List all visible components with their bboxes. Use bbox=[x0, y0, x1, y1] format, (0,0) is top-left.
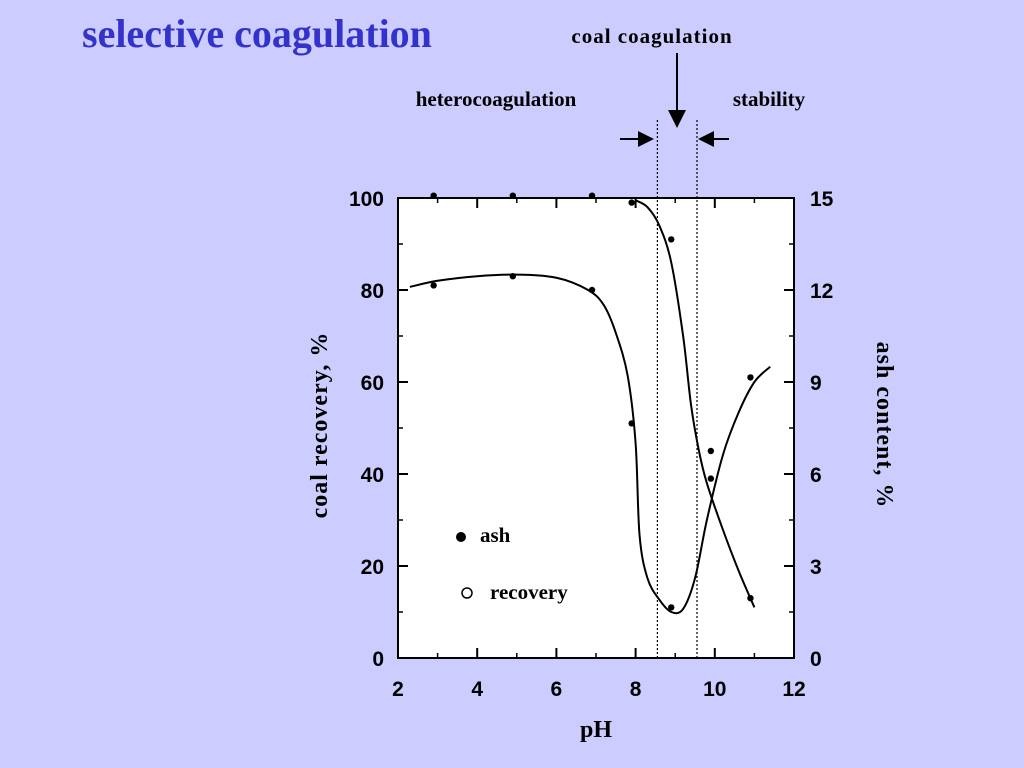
y-left-tick-label: 100 bbox=[349, 188, 384, 211]
y-left-tick-label: 80 bbox=[361, 280, 384, 303]
legend-label-recovery: recovery bbox=[490, 580, 568, 604]
x-tick-label: 10 bbox=[703, 678, 726, 701]
legend-marker-ash bbox=[456, 532, 466, 542]
legend: ash recovery bbox=[456, 523, 568, 604]
slide-title: selective coagulation bbox=[82, 11, 432, 56]
point-ash bbox=[628, 420, 635, 427]
y-right-tick-label: 0 bbox=[810, 648, 822, 671]
y-right-tick-label: 9 bbox=[810, 372, 822, 395]
point-recovery bbox=[668, 236, 675, 243]
x-tick-label: 4 bbox=[471, 678, 483, 701]
x-tick-label: 12 bbox=[782, 678, 805, 701]
point-ash bbox=[747, 374, 754, 381]
fit-curves bbox=[409, 199, 771, 615]
point-recovery bbox=[628, 199, 635, 206]
coal-coagulation-arrow bbox=[668, 53, 686, 128]
y-left-tick-label: 0 bbox=[372, 648, 384, 671]
point-ash bbox=[707, 447, 715, 455]
x-tick-label: 8 bbox=[630, 678, 642, 701]
y-right-tick-label: 12 bbox=[810, 280, 833, 303]
point-recovery bbox=[588, 192, 596, 199]
point-recovery bbox=[430, 192, 437, 199]
axis-ticks bbox=[397, 197, 795, 659]
point-ash bbox=[430, 282, 437, 289]
y-axis-left-label: coal recovery, % bbox=[307, 332, 333, 519]
y-left-tick-label: 60 bbox=[361, 372, 384, 395]
point-ash bbox=[588, 286, 596, 294]
legend-label-ash: ash bbox=[480, 523, 511, 547]
y-right-tick-label: 15 bbox=[810, 188, 834, 211]
y-right-tick-label: 3 bbox=[810, 556, 822, 579]
curve-recovery bbox=[635, 199, 756, 608]
point-ash bbox=[668, 604, 675, 611]
annotation-stability: stability bbox=[733, 87, 806, 111]
point-recovery bbox=[509, 192, 517, 199]
right-bracket-arrow bbox=[698, 131, 729, 147]
legend-marker-recovery bbox=[461, 587, 473, 599]
x-tick-label: 2 bbox=[392, 678, 404, 701]
curve-ash bbox=[409, 273, 771, 615]
y-right-tick-label: 6 bbox=[810, 464, 822, 487]
y-left-tick-label: 20 bbox=[361, 556, 384, 579]
annotation-coal-coagulation: coal coagulation bbox=[571, 24, 732, 48]
point-ash bbox=[509, 273, 517, 280]
left-bracket-arrow bbox=[620, 131, 654, 147]
data-points bbox=[430, 192, 754, 611]
y-left-tick-label: 40 bbox=[361, 464, 384, 487]
point-recovery bbox=[707, 475, 715, 482]
plot-frame bbox=[397, 197, 795, 659]
x-axis-label: pH bbox=[580, 717, 612, 743]
annotation-heterocoagulation: heterocoagulation bbox=[416, 87, 577, 111]
x-tick-label: 6 bbox=[551, 678, 563, 701]
point-recovery bbox=[747, 595, 754, 602]
y-axis-right-label: ash content, % bbox=[871, 342, 897, 509]
